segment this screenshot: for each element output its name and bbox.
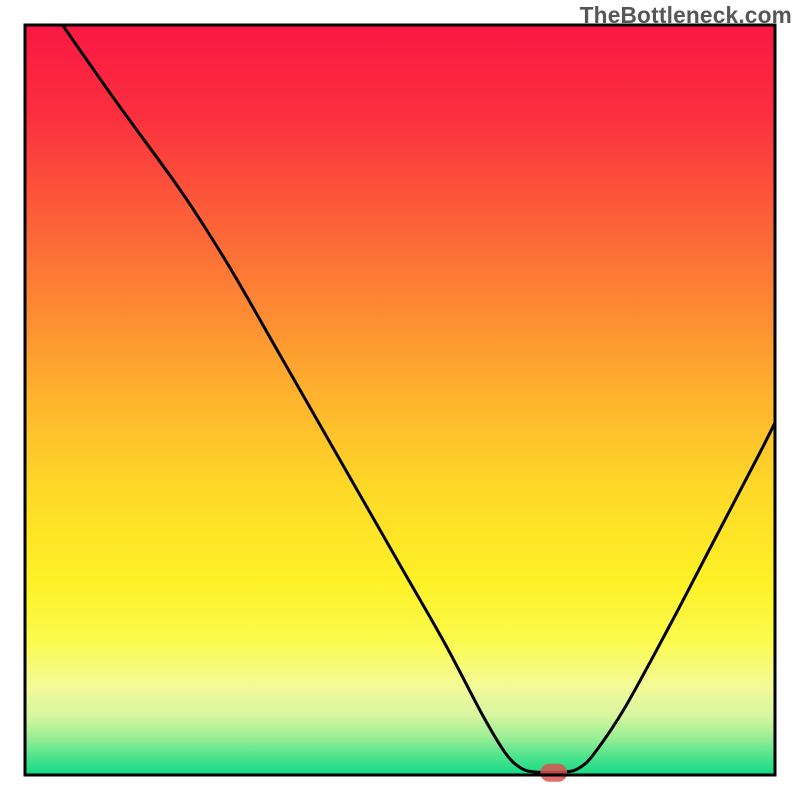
watermark-text: TheBottleneck.com (580, 2, 792, 29)
optimal-marker (540, 764, 567, 782)
figure-root: TheBottleneck.com (0, 0, 800, 800)
plot-background (25, 25, 775, 775)
plot-svg (0, 0, 800, 800)
